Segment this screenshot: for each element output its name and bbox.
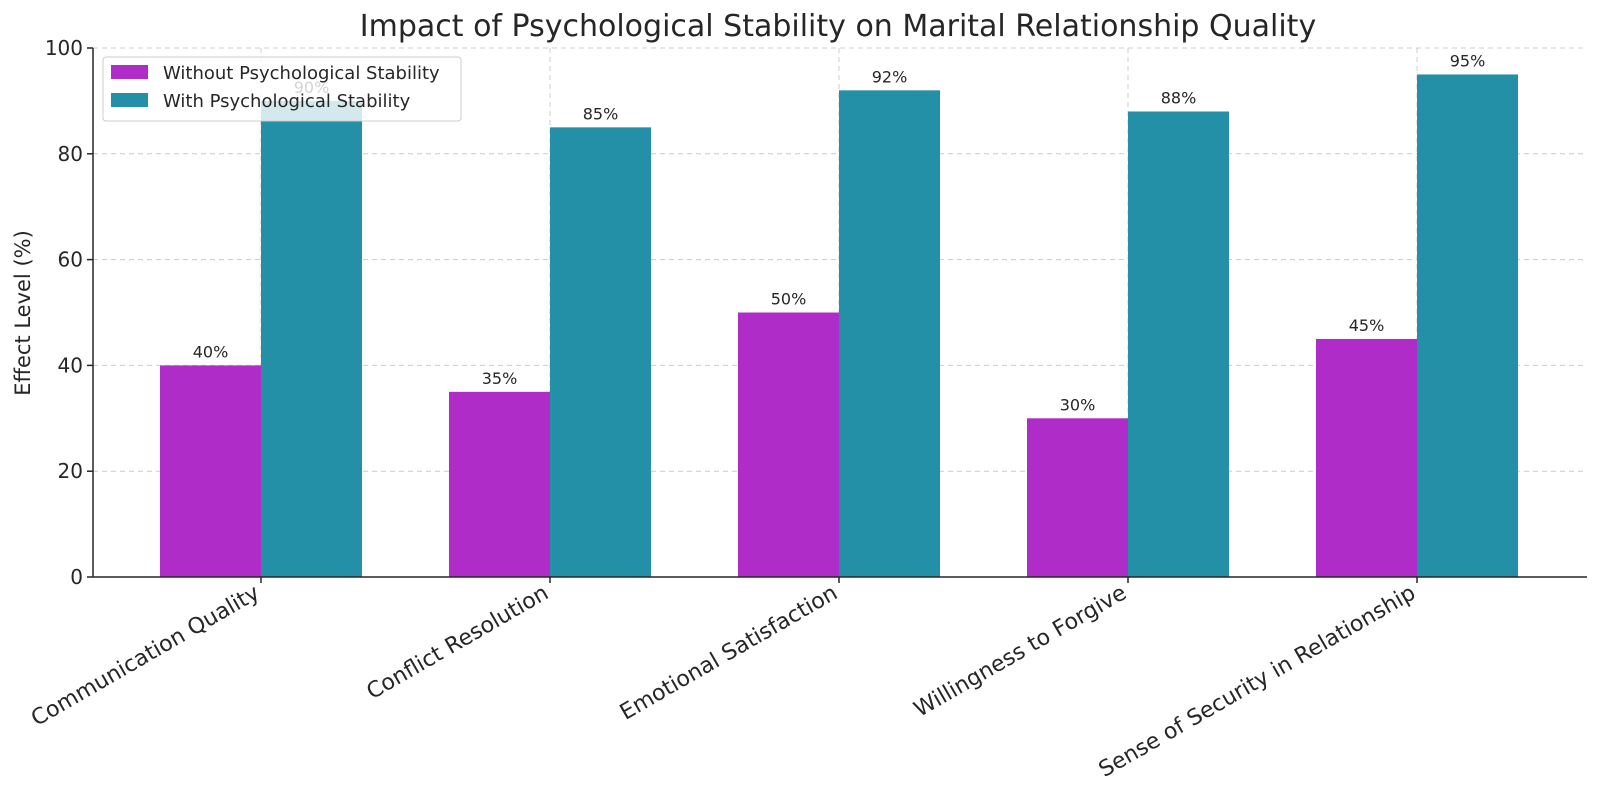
bar — [1128, 111, 1229, 577]
x-tick-label: Conflict Resolution — [363, 581, 553, 705]
bar-value-label: 35% — [482, 369, 518, 388]
y-tick-label: 20 — [58, 459, 83, 483]
chart-title: Impact of Psychological Stability on Mar… — [360, 9, 1316, 44]
bar — [550, 127, 651, 577]
x-tick-labels: Communication Quality Conflict Resolution… — [27, 581, 1420, 783]
axes — [87, 47, 1587, 583]
x-tick-label: Emotional Satisfaction — [616, 581, 842, 726]
bar — [160, 365, 261, 577]
bar — [738, 312, 839, 577]
legend-label: With Psychological Stability — [163, 91, 411, 112]
bar-value-label: 85% — [583, 104, 619, 123]
y-tick-labels: 0 20 40 60 80 100 — [45, 36, 83, 589]
bar — [839, 90, 940, 577]
bar — [1316, 338, 1417, 577]
bar — [1027, 418, 1128, 577]
bar-value-label: 92% — [872, 67, 908, 86]
bar-value-label: 88% — [1161, 88, 1197, 107]
y-tick-label: 100 — [45, 36, 83, 60]
legend-label: Without Psychological Stability — [163, 63, 440, 84]
legend-box — [102, 56, 462, 122]
y-tick-label: 60 — [58, 248, 83, 272]
bar-value-label: 30% — [1060, 395, 1096, 414]
bar-value-label: 50% — [771, 290, 807, 309]
x-tick-label: Sense of Security in Relationship — [1095, 581, 1420, 783]
bar — [261, 100, 362, 578]
x-tick-label: Willingness to Forgive — [910, 581, 1131, 723]
bar-value-label: 45% — [1349, 316, 1385, 335]
legend: Without Psychological Stability With Psyc… — [102, 56, 462, 122]
bar-value-label: 95% — [1450, 51, 1486, 70]
y-tick-label: 40 — [58, 353, 83, 377]
bar — [1417, 74, 1518, 577]
bar-value-label: 40% — [193, 342, 229, 361]
bars — [160, 74, 1518, 578]
legend-swatch — [111, 65, 148, 79]
y-tick-label: 80 — [58, 142, 83, 166]
bar — [449, 391, 550, 577]
legend-swatch — [111, 93, 148, 107]
y-tick-label: 0 — [70, 565, 83, 589]
x-tick-label: Communication Quality — [27, 581, 264, 732]
y-axis-label: Effect Level (%) — [11, 230, 35, 396]
